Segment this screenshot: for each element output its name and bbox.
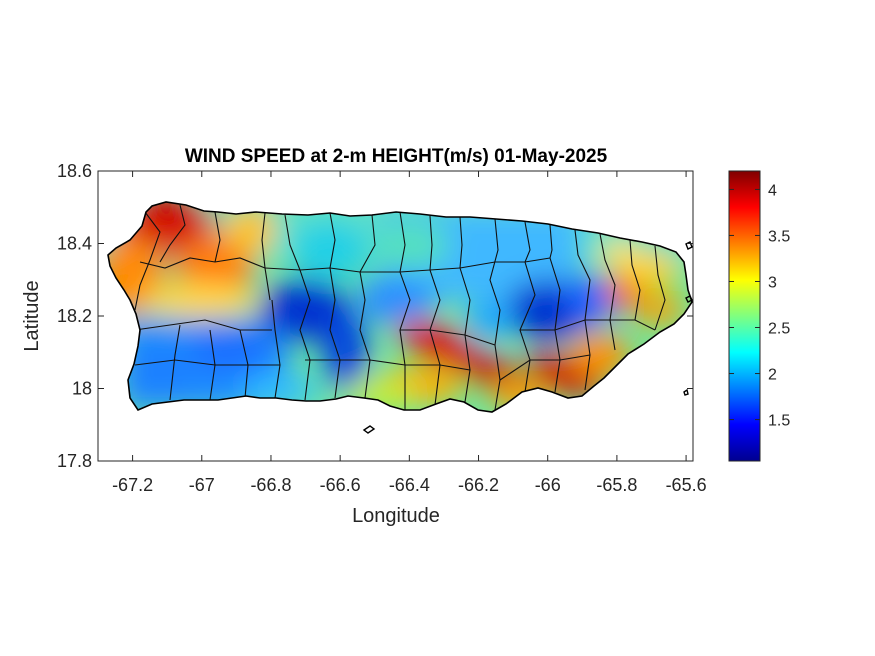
chart-title: WIND SPEED at 2-m HEIGHT(m/s) 01-May-202…: [185, 146, 608, 167]
y-tick-label: 17.8: [57, 451, 92, 471]
colorbar-ticks: 1.5 2 2.5 3 3.5 4: [729, 182, 790, 430]
x-tick-label: -66.8: [250, 475, 291, 495]
x-axis-label: Longitude: [352, 505, 440, 527]
y-tick-label: 18.6: [57, 161, 92, 181]
y-axis-label: Latitude: [21, 280, 43, 351]
colorbar: [728, 170, 761, 462]
y-tick-label: 18.4: [57, 234, 92, 254]
colorbar-tick-label: 3: [768, 274, 777, 291]
x-axis: -67.2 -67 -66.8 -66.6 -66.4 -66.2 -66 -65.8 -65.…: [112, 171, 707, 495]
x-tick-label: -66.6: [320, 475, 361, 495]
y-axis: 17.8 18 18.2 18.4 18.6: [57, 161, 693, 471]
x-tick-label: -65.8: [596, 475, 637, 495]
x-tick-label: -67: [189, 475, 215, 495]
colorbar-tick-label: 3.5: [768, 228, 790, 245]
x-tick-label: -66.2: [458, 475, 499, 495]
colorbar-tick-label: 2: [768, 367, 777, 384]
municipality-boundaries: [134, 204, 666, 411]
y-tick-label: 18: [72, 379, 92, 399]
x-tick-label: -67.2: [112, 475, 153, 495]
colorbar-tick-label: 1.5: [768, 413, 790, 430]
x-tick-label: -65.6: [666, 475, 707, 495]
colorbar-tick-label: 2.5: [768, 321, 790, 338]
x-tick-label: -66: [535, 475, 561, 495]
small-islands: [362, 241, 693, 434]
colorbar-tick-label: 4: [768, 182, 777, 199]
y-tick-label: 18.2: [57, 306, 92, 326]
x-tick-label: -66.4: [389, 475, 430, 495]
